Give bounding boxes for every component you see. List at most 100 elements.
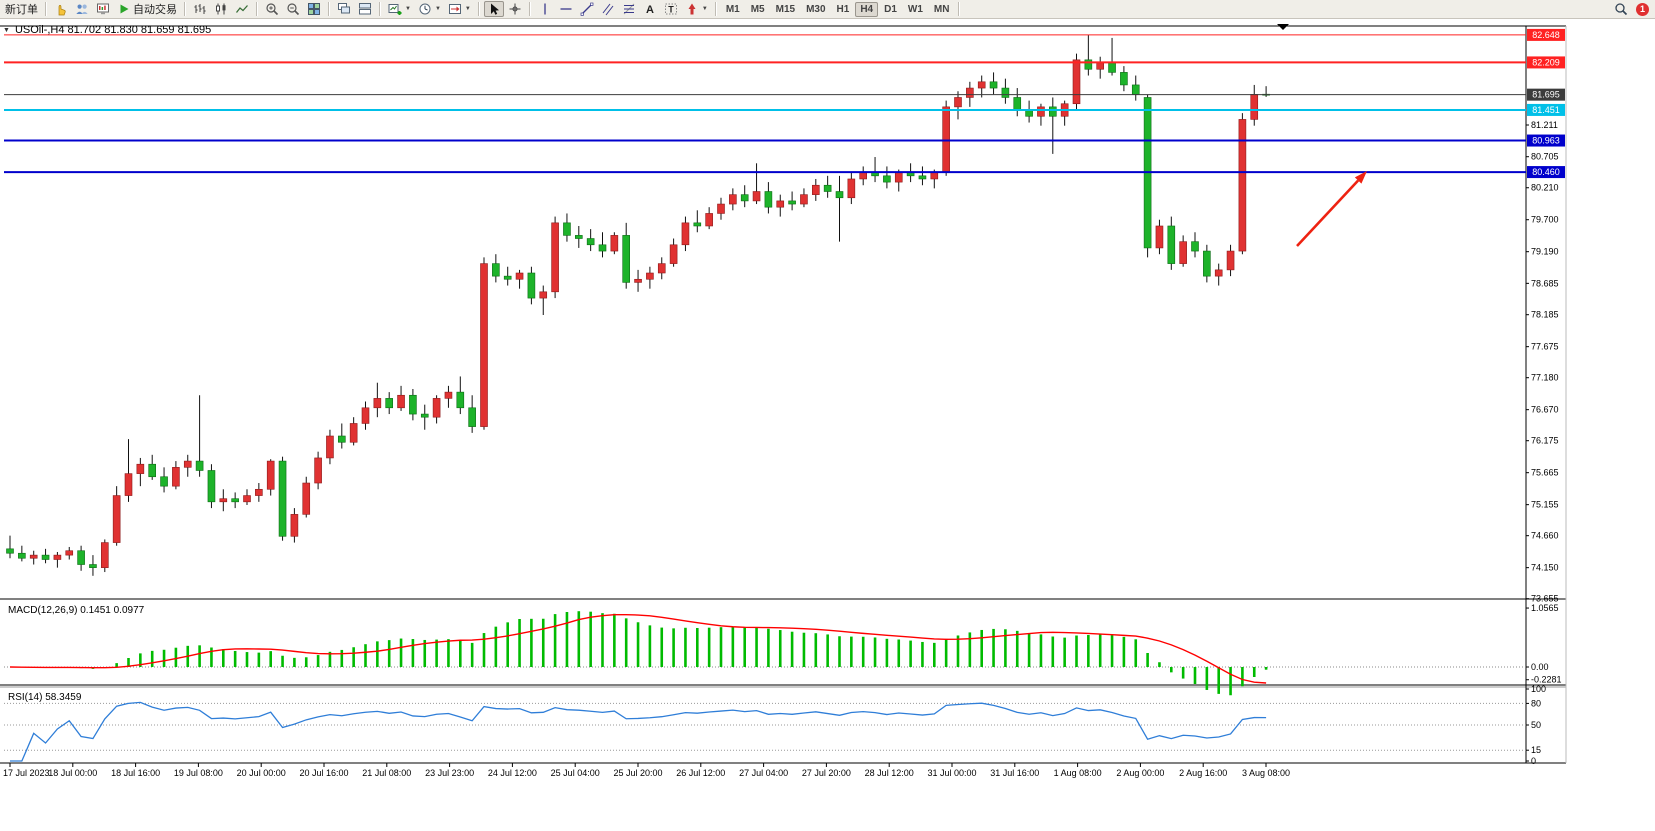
tile-horizontal-button[interactable]: [355, 1, 375, 17]
price-axis-label[interactable]: 81.211: [1531, 120, 1558, 130]
candle-body: [669, 244, 678, 264]
timeframe-H4[interactable]: H4: [855, 1, 879, 17]
market-watch-button[interactable]: [93, 1, 113, 17]
time-axis-label[interactable]: 20 Jul 16:00: [299, 768, 348, 778]
price-axis-label[interactable]: 79.190: [1531, 247, 1559, 257]
autotrade-button[interactable]: 自动交易: [114, 1, 180, 17]
price-axis-label[interactable]: 76.670: [1531, 405, 1559, 415]
price-axis-label[interactable]: 80.210: [1531, 183, 1559, 193]
new-order-button[interactable]: 新订单: [2, 1, 41, 17]
price-axis-label[interactable]: 75.665: [1531, 468, 1559, 478]
time-axis-label[interactable]: 28 Jul 12:00: [865, 768, 914, 778]
time-axis-label[interactable]: 27 Jul 20:00: [802, 768, 851, 778]
chart-shift-icon: [448, 4, 461, 14]
chart-canvas[interactable]: 81.211 80.705 80.210 79.700 79.190 78.685 78.1…: [0, 19, 1655, 831]
oneclick-collapse-icon[interactable]: ▼: [3, 26, 10, 34]
macd-axis-label: -0.2281: [1531, 675, 1562, 685]
trend-arrow[interactable]: [1296, 179, 1360, 247]
tile-windows-button[interactable]: [304, 1, 324, 17]
search-button[interactable]: [1611, 1, 1631, 17]
crosshair-tool-button[interactable]: [505, 1, 525, 17]
candle-body: [432, 398, 441, 418]
rsi-axis-label: 50: [1531, 720, 1541, 730]
arrows-tool-button[interactable]: ▼: [682, 1, 711, 17]
candle-body: [1084, 59, 1093, 70]
price-axis-label[interactable]: 77.180: [1531, 373, 1559, 383]
zoom-out-button[interactable]: [283, 1, 303, 17]
profiles-button[interactable]: ▼: [415, 1, 444, 17]
channel-tool-button[interactable]: [598, 1, 618, 17]
zoom-in-button[interactable]: [262, 1, 282, 17]
time-axis-label[interactable]: 19 Jul 08:00: [174, 768, 223, 778]
time-axis-label[interactable]: 26 Jul 12:00: [676, 768, 725, 778]
horizontal-line-tool-button[interactable]: [556, 1, 576, 17]
price-axis-label[interactable]: 75.155: [1531, 500, 1559, 510]
horizontal-line-icon: [560, 8, 572, 10]
time-axis-label[interactable]: 31 Jul 16:00: [990, 768, 1039, 778]
timeframe-M15[interactable]: M15: [771, 2, 800, 17]
candles-layer: [6, 34, 1270, 576]
time-axis-label[interactable]: 20 Jul 00:00: [237, 768, 286, 778]
price-axis-label[interactable]: 74.150: [1531, 563, 1559, 573]
price-axis-label[interactable]: 79.700: [1531, 215, 1559, 225]
time-axis-label[interactable]: 18 Jul 00:00: [48, 768, 97, 778]
time-axis-label[interactable]: 18 Jul 16:00: [111, 768, 160, 778]
candle-body: [729, 194, 737, 205]
chart-shift-button[interactable]: ▼: [445, 1, 474, 17]
time-axis-label[interactable]: 2 Aug 16:00: [1179, 768, 1227, 778]
line-chart-mode-button[interactable]: [232, 1, 252, 17]
price-axis-label[interactable]: 77.675: [1531, 342, 1559, 352]
price-axis-label[interactable]: 78.185: [1531, 310, 1559, 320]
timeframe-D1[interactable]: D1: [879, 2, 902, 17]
time-axis-label[interactable]: 1 Aug 08:00: [1054, 768, 1102, 778]
candle-body: [930, 172, 939, 180]
vertical-line-tool-button[interactable]: [535, 1, 555, 17]
timeframe-M5[interactable]: M5: [746, 2, 770, 17]
accounts-button[interactable]: [72, 1, 92, 17]
price-axis-label[interactable]: 80.705: [1531, 152, 1559, 162]
candle-body: [1108, 62, 1116, 73]
fibonacci-tool-button[interactable]: [619, 1, 639, 17]
candle-body: [883, 175, 891, 183]
hand-tool-button[interactable]: [51, 1, 71, 17]
candle-body: [1179, 241, 1187, 264]
cascade-windows-button[interactable]: [334, 1, 354, 17]
time-axis-label[interactable]: 23 Jul 23:00: [425, 768, 474, 778]
candle-body: [112, 495, 121, 543]
timeframe-M1[interactable]: M1: [721, 2, 745, 17]
timeframe-MN[interactable]: MN: [929, 2, 955, 17]
time-axis-label[interactable]: 27 Jul 04:00: [739, 768, 788, 778]
time-axis-label[interactable]: 3 Aug 08:00: [1242, 768, 1290, 778]
label-tool-button[interactable]: T: [661, 1, 681, 17]
price-axis-label[interactable]: 74.660: [1531, 531, 1559, 541]
candle-body: [574, 235, 583, 239]
timeframe-H1[interactable]: H1: [832, 2, 855, 17]
text-tool-button[interactable]: A: [640, 1, 660, 17]
time-axis-label[interactable]: 25 Jul 04:00: [551, 768, 600, 778]
price-axis-label[interactable]: 76.175: [1531, 436, 1559, 446]
text-icon: A: [646, 4, 654, 16]
time-axis-label[interactable]: 21 Jul 08:00: [362, 768, 411, 778]
time-axis-label[interactable]: 24 Jul 12:00: [488, 768, 537, 778]
timeframe-M30[interactable]: M30: [801, 2, 830, 17]
new-chart-button[interactable]: ▼: [385, 1, 414, 17]
candle-chart-mode-button[interactable]: [211, 1, 231, 17]
timeframe-W1[interactable]: W1: [903, 2, 928, 17]
candle-body: [456, 391, 465, 409]
candle-body: [646, 272, 654, 280]
price-tag-label: 81.695: [1532, 90, 1560, 100]
time-axis-label[interactable]: 31 Jul 00:00: [927, 768, 976, 778]
price-axis-label[interactable]: 73.655: [1531, 594, 1559, 604]
notification-badge[interactable]: 1: [1636, 2, 1649, 16]
price-axis-label[interactable]: 78.685: [1531, 278, 1559, 288]
candle-body: [266, 460, 275, 490]
bar-chart-mode-button[interactable]: [190, 1, 210, 17]
cursor-tool-button[interactable]: [483, 1, 504, 17]
trendline-tool-button[interactable]: [577, 1, 597, 17]
chevron-down-icon: ▼: [701, 6, 708, 12]
macd-label: MACD(12,26,9) 0.1451 0.0977: [8, 605, 145, 616]
time-axis-label[interactable]: 25 Jul 20:00: [613, 768, 662, 778]
candle-body: [1120, 72, 1128, 86]
time-axis-label[interactable]: 17 Jul 2023: [3, 768, 50, 778]
time-axis-label[interactable]: 2 Aug 00:00: [1116, 768, 1164, 778]
